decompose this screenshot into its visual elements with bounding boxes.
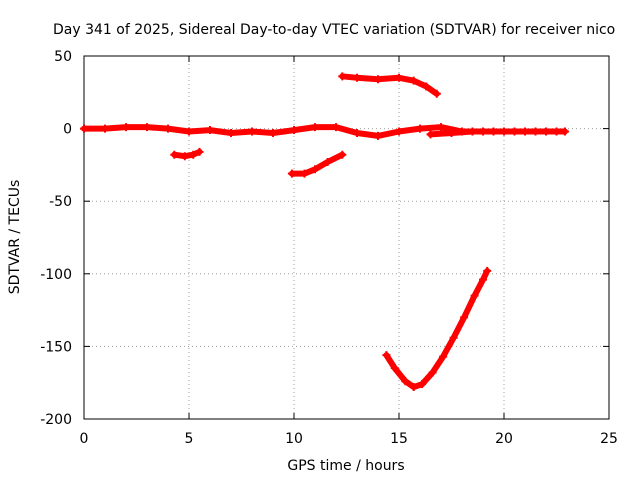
data-point — [416, 124, 424, 133]
data-point — [437, 123, 445, 132]
data-point — [428, 368, 437, 377]
data-point — [552, 127, 561, 136]
y-tick-label: -100 — [40, 267, 72, 283]
data-point — [449, 333, 458, 342]
y-tick-label: -150 — [40, 339, 72, 355]
data-point — [185, 127, 193, 136]
data-point — [170, 150, 179, 159]
data-point — [390, 364, 399, 373]
data-point — [311, 123, 319, 132]
data-point — [248, 127, 256, 136]
data-point — [460, 313, 469, 322]
series-arc-dip — [383, 267, 491, 391]
x-tick-label: 5 — [185, 431, 194, 447]
data-point — [353, 128, 361, 137]
x-tick-label: 0 — [80, 431, 89, 447]
data-point — [311, 165, 319, 174]
data-point — [510, 127, 519, 136]
data-point — [353, 73, 361, 82]
data-point — [287, 169, 296, 178]
data-point — [374, 75, 382, 84]
x-tick-label: 25 — [600, 431, 618, 447]
data-point — [332, 123, 340, 132]
y-axis-label: SDTVAR / TECUs — [7, 180, 23, 295]
data-point — [143, 123, 151, 132]
data-point — [338, 150, 347, 159]
data-point — [468, 127, 477, 136]
data-point — [269, 128, 277, 137]
data-point — [80, 124, 88, 133]
data-point — [409, 383, 418, 392]
series-arc-short-2 — [288, 151, 346, 177]
data-point — [164, 124, 172, 133]
series-arc-short-1 — [171, 148, 203, 160]
data-point — [422, 82, 431, 91]
data-point — [300, 169, 309, 178]
y-tick-label: 0 — [63, 122, 72, 138]
grid — [84, 56, 609, 419]
data-point — [470, 291, 479, 300]
data-point — [382, 351, 391, 360]
data-point — [426, 130, 435, 139]
data-point — [401, 377, 410, 386]
x-tick-label: 20 — [495, 431, 513, 447]
data-point — [206, 126, 214, 135]
data-point — [180, 152, 189, 161]
data-point — [101, 124, 109, 133]
x-tick-label: 10 — [285, 431, 303, 447]
data-point — [479, 275, 487, 284]
data-point — [489, 127, 498, 136]
y-tick-label: 50 — [54, 49, 72, 65]
data-point — [189, 150, 198, 159]
data-point — [323, 157, 332, 166]
data-point — [560, 127, 569, 136]
data-point — [432, 89, 441, 98]
y-tick-label: -50 — [49, 194, 72, 210]
data-point — [409, 76, 418, 85]
y-tick-label: -200 — [40, 412, 72, 428]
series-traces — [80, 72, 569, 392]
plot-frame — [83, 55, 610, 420]
data-point — [290, 126, 298, 135]
data-point — [195, 147, 204, 156]
chart-title: Day 341 of 2025, Sidereal Day-to-day VTE… — [53, 22, 615, 38]
x-axis-label: GPS time / hours — [287, 458, 404, 474]
data-point — [531, 127, 540, 136]
data-point — [483, 266, 492, 275]
data-point — [227, 128, 235, 137]
data-point — [122, 123, 130, 132]
data-point — [418, 380, 427, 389]
data-point — [395, 73, 403, 82]
axis-ticks: 0 5 10 15 20 25 50 0 -50 -100 -150 -200 — [40, 49, 618, 447]
data-point — [447, 128, 456, 137]
data-point — [395, 127, 403, 136]
data-point — [338, 72, 347, 81]
data-point — [439, 352, 448, 361]
data-point — [374, 131, 382, 140]
x-tick-label: 15 — [390, 431, 408, 447]
